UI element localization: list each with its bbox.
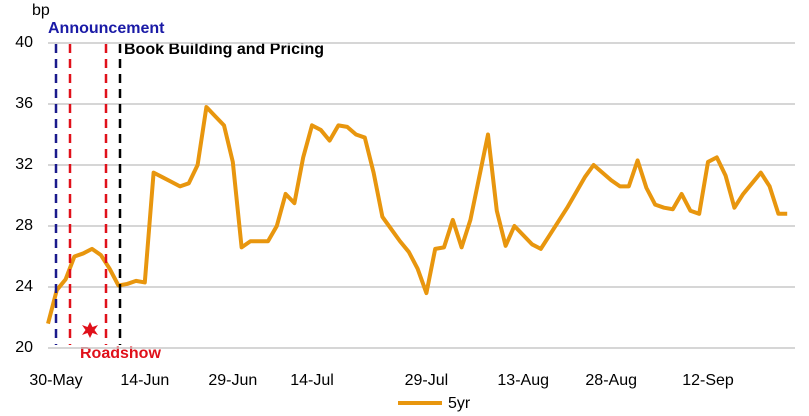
y-tick-label: 28 bbox=[15, 217, 33, 234]
y-tick-label: 36 bbox=[15, 95, 33, 112]
annotation: Announcement bbox=[48, 20, 165, 37]
x-tick-label: 14-Jul bbox=[290, 372, 334, 389]
annotation: Book Building and Pricing bbox=[124, 41, 324, 58]
x-tick-label: 30-May bbox=[29, 372, 82, 389]
x-tick-label: 13-Aug bbox=[497, 372, 549, 389]
y-tick-label: 20 bbox=[15, 339, 33, 356]
series-line bbox=[46, 105, 788, 325]
y-tick-label: 24 bbox=[15, 278, 33, 295]
x-tick-label: 29-Jun bbox=[208, 372, 257, 389]
x-tick-label: 28-Aug bbox=[585, 372, 637, 389]
x-tick-label: 14-Jun bbox=[120, 372, 169, 389]
annotation: Roadshow bbox=[80, 345, 161, 362]
legend-label: 5yr bbox=[448, 395, 471, 412]
plot bbox=[46, 42, 795, 349]
star bbox=[82, 322, 98, 338]
y-tick-label: 32 bbox=[15, 156, 33, 173]
y-unit: bp bbox=[32, 2, 50, 19]
x-tick-label: 12-Sep bbox=[682, 372, 734, 389]
y-tick-label: 40 bbox=[15, 34, 33, 51]
x-tick-label: 29-Jul bbox=[405, 372, 449, 389]
